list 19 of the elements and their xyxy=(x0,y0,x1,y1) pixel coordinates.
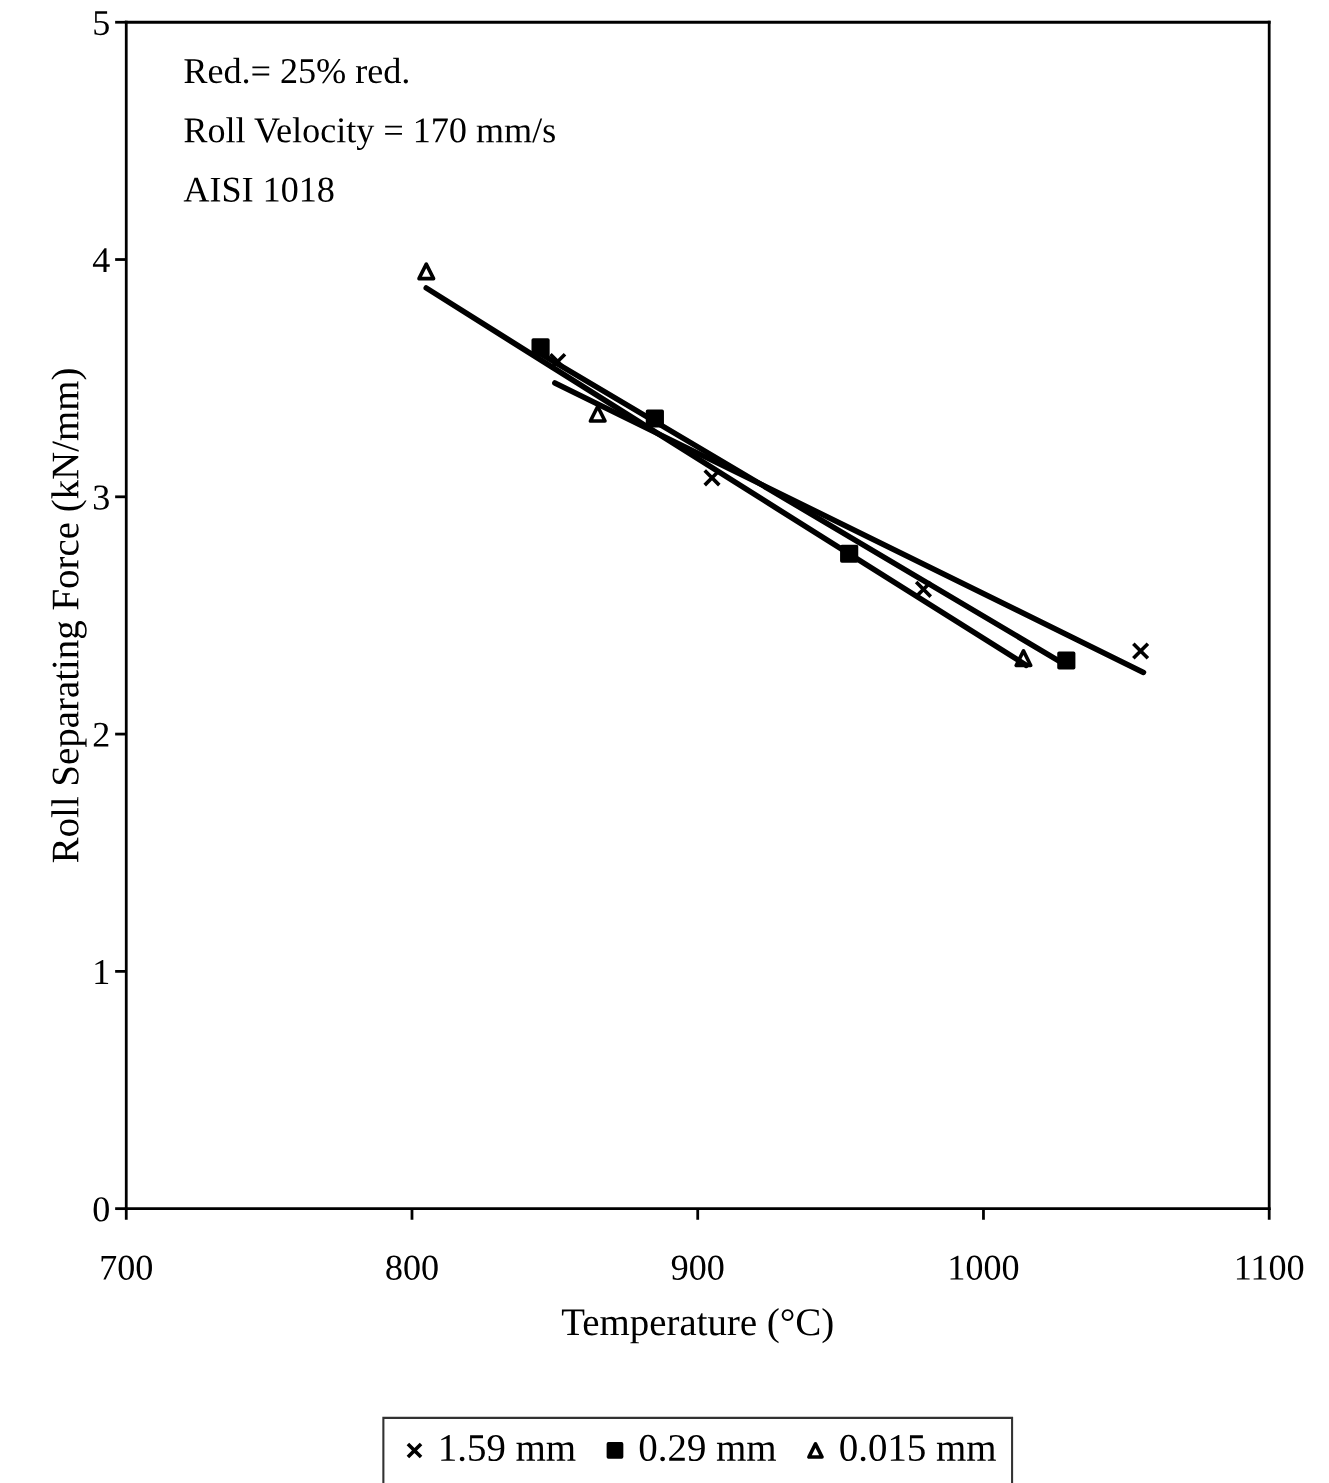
x-tick-label: 900 xyxy=(671,1255,724,1280)
y-tick-label: 2 xyxy=(93,722,109,747)
y-tick-label: 3 xyxy=(93,485,109,510)
y-tick-label: 5 xyxy=(94,11,109,36)
x-tick-label: 1000 xyxy=(950,1255,1019,1280)
y-tick-label: 0 xyxy=(93,1197,109,1222)
annotation: Red.= 25% red. xyxy=(184,57,408,84)
x-tick-label: 1100 xyxy=(1236,1255,1304,1280)
legend-label: 0.29 mm xyxy=(639,1434,776,1462)
y-axis-title: Roll Separating Force (kN/mm) xyxy=(51,369,87,863)
legend-label: 0.015 mm xyxy=(840,1434,996,1462)
y-tick-label: 4 xyxy=(92,248,110,273)
y-tick-label: 1 xyxy=(95,960,109,984)
x-tick-label: 800 xyxy=(386,1255,438,1280)
annotation: AISI 1018 xyxy=(183,177,334,202)
x-tick-label: 700 xyxy=(101,1255,152,1280)
x-axis-title: Temperature (°C) xyxy=(561,1308,833,1344)
legend-label: 1.59 mm xyxy=(441,1434,576,1462)
annotation: Roll Velocity = 170 mm/s xyxy=(184,117,555,151)
